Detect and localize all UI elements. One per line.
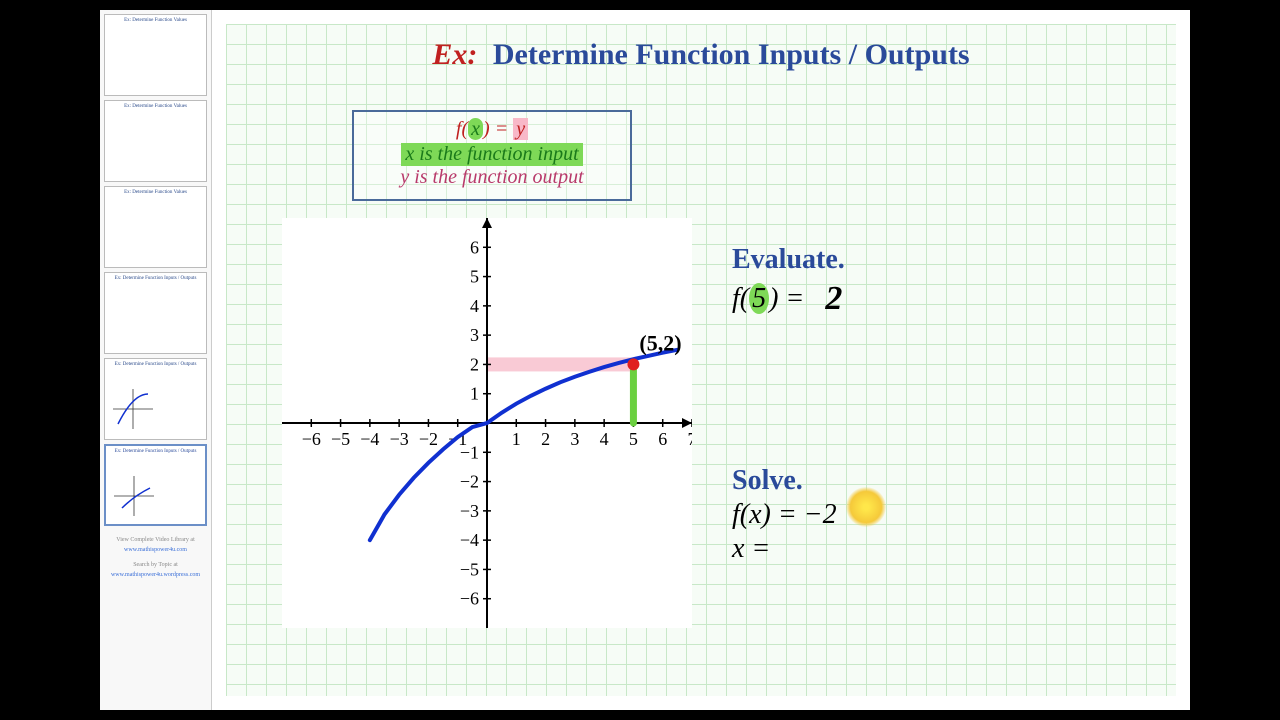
footer-link-1[interactable]: www.mathispower4u.com: [104, 546, 207, 556]
evaluate-label: Evaluate.: [732, 244, 845, 276]
title-prefix: Ex:: [432, 38, 477, 71]
svg-text:2: 2: [470, 354, 479, 374]
thumbnail-6[interactable]: Ex: Determine Function Inputs / Outputs: [104, 444, 207, 526]
svg-text:−4: −4: [460, 530, 479, 550]
svg-text:−5: −5: [460, 559, 479, 579]
svg-text:7: 7: [688, 429, 693, 449]
box-y-highlight: y: [513, 118, 528, 140]
svg-text:−2: −2: [460, 472, 479, 492]
svg-text:−2: −2: [419, 429, 438, 449]
svg-text:−3: −3: [460, 501, 479, 521]
footer-link-2[interactable]: www.mathispower4u.wordpress.com: [104, 571, 207, 581]
title-text: Determine Function Inputs / Outputs: [493, 38, 970, 71]
svg-text:3: 3: [470, 325, 479, 345]
slide-title: Ex: Determine Function Inputs / Outputs: [212, 38, 1190, 72]
thumbnail-1[interactable]: Ex: Determine Function Values: [104, 14, 207, 96]
svg-text:6: 6: [470, 237, 479, 257]
box-line-1: f(x) = y: [362, 118, 622, 141]
svg-text:3: 3: [570, 429, 579, 449]
solve-line-1: f(x) = −2: [732, 499, 837, 531]
box-x-highlight: x: [468, 118, 483, 140]
box-line-3: y is the function output: [362, 166, 622, 189]
presentation-stage: Ex: Determine Function Values Ex: Determ…: [100, 10, 1190, 710]
slide-thumbnails-panel: Ex: Determine Function Values Ex: Determ…: [100, 10, 212, 710]
function-definition-box: f(x) = y x is the function input y is th…: [352, 110, 632, 201]
thumbnail-5[interactable]: Ex: Determine Function Inputs / Outputs: [104, 358, 207, 440]
svg-text:5: 5: [629, 429, 638, 449]
svg-text:5: 5: [470, 267, 479, 287]
evaluate-section: Evaluate. f(5) = 2: [732, 244, 845, 316]
evaluate-arg-highlight: 5: [749, 283, 769, 314]
evaluate-expression: f(5) = 2: [732, 278, 845, 316]
footer-text-2: Search by Topic at: [104, 561, 207, 571]
svg-text:6: 6: [658, 429, 667, 449]
main-slide: Ex: Determine Function Inputs / Outputs …: [212, 10, 1190, 710]
thumbnail-3[interactable]: Ex: Determine Function Values: [104, 186, 207, 268]
svg-text:−3: −3: [390, 429, 409, 449]
svg-text:−6: −6: [460, 589, 479, 609]
svg-text:4: 4: [470, 296, 479, 316]
svg-text:1: 1: [470, 384, 479, 404]
solve-section: Solve. f(x) = −2 x =: [732, 465, 837, 565]
thumbnail-4[interactable]: Ex: Determine Function Inputs / Outputs: [104, 272, 207, 354]
svg-text:−6: −6: [302, 429, 321, 449]
svg-text:−1: −1: [460, 442, 479, 462]
solve-line-2: x =: [732, 533, 837, 565]
svg-text:2: 2: [541, 429, 550, 449]
svg-text:−4: −4: [360, 429, 379, 449]
svg-text:1: 1: [512, 429, 521, 449]
solve-label: Solve.: [732, 465, 837, 497]
box-line-2: x is the function input: [401, 143, 582, 166]
svg-text:(5,2): (5,2): [639, 330, 681, 355]
thumbnail-2[interactable]: Ex: Determine Function Values: [104, 100, 207, 182]
thumbnail-footer: View Complete Video Library at www.mathi…: [104, 530, 207, 580]
evaluate-result: 2: [825, 280, 842, 318]
svg-text:4: 4: [600, 429, 609, 449]
footer-text-1: View Complete Video Library at: [104, 536, 207, 546]
svg-text:−5: −5: [331, 429, 350, 449]
coordinate-graph: −6−5−4−3−2−11234567−6−5−4−3−2−1123456(5,…: [282, 218, 692, 628]
